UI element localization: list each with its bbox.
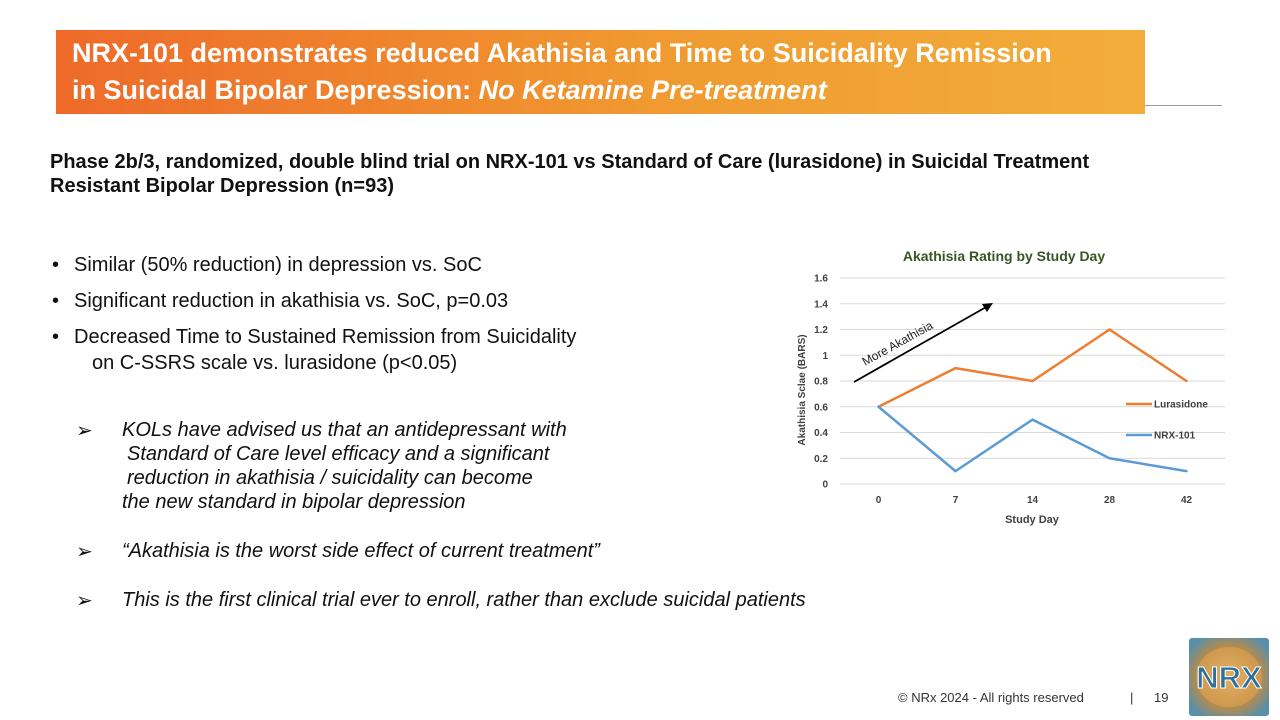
bullet-item: • Similar (50% reduction) in depression v… bbox=[52, 252, 576, 278]
kol-point-line: “Akathisia is the worst side effect of c… bbox=[122, 540, 600, 562]
annotation-arrowhead-icon bbox=[982, 303, 993, 312]
bullet-list: • Similar (50% reduction) in depression v… bbox=[52, 252, 576, 376]
bullet-item: • Significant reduction in akathisia vs. … bbox=[52, 288, 576, 314]
title-banner: NRX-101 demonstrates reduced Akathisia a… bbox=[56, 30, 1145, 114]
kol-point: ➢ This is the first clinical trial ever … bbox=[76, 588, 806, 612]
annotation-arrow-line bbox=[853, 305, 989, 383]
data-point bbox=[1185, 469, 1188, 473]
y-tick-label: 1 bbox=[822, 351, 828, 362]
annotation-label: More Akathisia bbox=[860, 318, 936, 369]
x-tick-label: 7 bbox=[953, 495, 959, 506]
series-line-nrx-101 bbox=[877, 405, 1187, 473]
bullet-text: Significant reduction in akathisia vs. S… bbox=[74, 290, 509, 312]
data-point bbox=[1108, 457, 1111, 460]
bullet-text: Similar (50% reduction) in depression vs… bbox=[74, 254, 482, 276]
nrx-logo: NRX bbox=[1189, 638, 1269, 716]
page-title-line-2-regular: in Suicidal Bipolar Depression: bbox=[72, 75, 479, 105]
footer-separator: | bbox=[1130, 690, 1134, 705]
x-axis-ticks: 0 7 14 28 42 bbox=[876, 495, 1193, 506]
chart-legend: Lurasidone NRX-101 bbox=[1126, 400, 1208, 442]
y-tick-label: 1.2 bbox=[814, 325, 828, 336]
data-point bbox=[877, 405, 880, 408]
x-tick-label: 42 bbox=[1181, 495, 1193, 506]
x-axis-label: Study Day bbox=[1005, 514, 1060, 526]
y-tick-label: 1.4 bbox=[814, 299, 828, 310]
page-title-line-2-italic: No Ketamine Pre-treatment bbox=[478, 75, 827, 105]
data-point bbox=[1108, 328, 1111, 331]
arrow-bullet-icon: ➢ bbox=[76, 420, 93, 442]
y-tick-label: 0.6 bbox=[814, 402, 828, 413]
bullet-text: Decreased Time to Sustained Remission fr… bbox=[74, 326, 577, 348]
legend-label: Lurasidone bbox=[1154, 400, 1208, 411]
data-point bbox=[1031, 379, 1034, 383]
x-tick-label: 14 bbox=[1027, 495, 1039, 506]
page-title-line-2: in Suicidal Bipolar Depression: No Ketam… bbox=[72, 72, 1129, 109]
kol-point-line: reduction in akathisia / suicidality can… bbox=[127, 467, 533, 489]
y-tick-label: 1.6 bbox=[814, 274, 828, 285]
chart-title: Akathisia Rating by Study Day bbox=[903, 248, 1105, 264]
chart-gridlines bbox=[840, 277, 1225, 485]
page-number: 19 bbox=[1154, 690, 1169, 705]
legend-label: NRX-101 bbox=[1154, 431, 1196, 442]
data-point bbox=[1185, 379, 1188, 383]
bullet-dot: • bbox=[52, 326, 60, 348]
bullet-dot: • bbox=[52, 290, 60, 312]
footer-copyright: © NRx 2024 - All rights reserved bbox=[898, 690, 1084, 705]
kol-point-line: the new standard in bipolar depression bbox=[122, 491, 466, 513]
bullet-text-continued: on C-SSRS scale vs. lurasidone (p<0.05) bbox=[92, 352, 458, 374]
data-point bbox=[1031, 418, 1034, 421]
x-tick-label: 28 bbox=[1104, 495, 1116, 506]
bullet-dot: • bbox=[52, 254, 60, 276]
kol-point: ➢ KOLs have advised us that an antidepre… bbox=[76, 418, 567, 514]
kol-point: ➢ “Akathisia is the worst side effect of… bbox=[76, 539, 600, 563]
y-tick-label: 0.4 bbox=[814, 428, 828, 439]
logo-brain-icon bbox=[1196, 647, 1262, 707]
title-rule bbox=[1145, 105, 1222, 106]
kol-point-line: This is the first clinical trial ever to… bbox=[122, 589, 806, 611]
kol-point-line: Standard of Care level efficacy and a si… bbox=[127, 443, 550, 465]
y-tick-label: 0.2 bbox=[814, 454, 828, 465]
y-axis-label: Akathisia Sclae (BARS) bbox=[797, 334, 808, 445]
page-title-line-1: NRX-101 demonstrates reduced Akathisia a… bbox=[72, 38, 1052, 68]
arrow-bullet-icon: ➢ bbox=[76, 590, 93, 612]
subtitle: Phase 2b/3, randomized, double blind tri… bbox=[50, 151, 1090, 197]
bullet-item: • Decreased Time to Sustained Remission f… bbox=[52, 324, 576, 376]
chart-series bbox=[877, 328, 1188, 473]
logo-wordmark: NRX bbox=[1196, 660, 1262, 695]
data-point bbox=[954, 469, 957, 473]
y-axis-ticks: 0 0.2 0.4 0.6 0.8 1 1.2 1.4 1.6 bbox=[814, 274, 828, 491]
akathisia-line-chart: Akathisia Rating by Study Day 0 0.2 0.4 0.6… bbox=[797, 248, 1225, 526]
data-point bbox=[954, 366, 957, 370]
kol-point-line: KOLs have advised us that an antidepress… bbox=[122, 419, 567, 441]
x-tick-label: 0 bbox=[876, 495, 882, 506]
y-tick-label: 0 bbox=[822, 480, 828, 491]
arrow-bullet-icon: ➢ bbox=[76, 541, 93, 563]
y-tick-label: 0.8 bbox=[814, 377, 828, 388]
